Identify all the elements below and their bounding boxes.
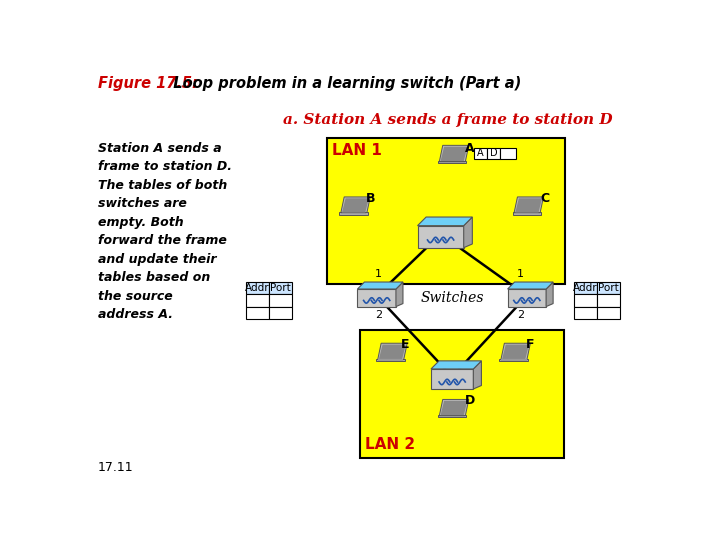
Polygon shape xyxy=(473,361,482,389)
Bar xyxy=(514,213,539,214)
Text: Addr: Addr xyxy=(573,283,598,293)
Bar xyxy=(597,294,620,307)
Bar xyxy=(246,282,269,294)
Text: F: F xyxy=(526,338,534,351)
Polygon shape xyxy=(500,343,531,360)
Bar xyxy=(327,138,565,284)
Bar xyxy=(501,360,526,361)
Bar xyxy=(246,294,269,307)
Polygon shape xyxy=(441,401,467,415)
Polygon shape xyxy=(431,369,473,389)
Text: 1: 1 xyxy=(517,269,524,279)
Text: 2: 2 xyxy=(374,309,382,320)
Text: Port: Port xyxy=(598,283,619,293)
Bar xyxy=(438,161,467,164)
Text: Port: Port xyxy=(270,283,291,293)
Polygon shape xyxy=(341,197,370,214)
Text: D: D xyxy=(490,148,498,158)
Text: D: D xyxy=(464,394,474,407)
Polygon shape xyxy=(516,198,542,213)
Bar xyxy=(500,148,516,159)
Polygon shape xyxy=(439,145,469,163)
Polygon shape xyxy=(439,400,469,416)
Bar xyxy=(438,415,467,417)
Text: C: C xyxy=(540,192,549,205)
Text: E: E xyxy=(401,338,410,351)
Bar xyxy=(269,282,292,294)
Bar xyxy=(597,307,620,319)
Polygon shape xyxy=(464,217,472,248)
Bar xyxy=(341,213,366,214)
Polygon shape xyxy=(396,282,403,307)
Bar xyxy=(513,212,541,215)
Polygon shape xyxy=(418,226,464,248)
Bar xyxy=(269,294,292,307)
Polygon shape xyxy=(546,282,553,307)
Bar xyxy=(378,360,403,361)
Polygon shape xyxy=(418,217,472,226)
Bar xyxy=(487,148,500,159)
Bar xyxy=(377,359,405,361)
Polygon shape xyxy=(431,361,482,369)
Bar xyxy=(360,330,564,457)
Text: Switches: Switches xyxy=(420,291,484,305)
Polygon shape xyxy=(357,282,403,289)
Text: A: A xyxy=(465,142,475,155)
Text: LAN 1: LAN 1 xyxy=(332,143,382,158)
Bar xyxy=(246,307,269,319)
Text: B: B xyxy=(366,192,375,205)
Text: 1: 1 xyxy=(374,269,382,279)
Text: a. Station A sends a frame to station D: a. Station A sends a frame to station D xyxy=(283,112,612,126)
Bar xyxy=(269,307,292,319)
Text: Loop problem in a learning switch (Part a): Loop problem in a learning switch (Part … xyxy=(163,76,522,91)
Text: Figure 17.5:: Figure 17.5: xyxy=(98,76,198,91)
Polygon shape xyxy=(377,343,408,360)
Text: Addr: Addr xyxy=(245,283,270,293)
Polygon shape xyxy=(357,289,396,307)
Bar xyxy=(439,161,465,163)
Bar xyxy=(574,282,597,294)
Bar xyxy=(574,307,597,319)
Polygon shape xyxy=(342,198,369,213)
Text: 17.11: 17.11 xyxy=(98,462,134,475)
Bar xyxy=(597,282,620,294)
Bar xyxy=(474,148,487,159)
Text: LAN 2: LAN 2 xyxy=(365,437,415,452)
Polygon shape xyxy=(514,197,544,214)
Polygon shape xyxy=(502,345,529,359)
Text: Station A sends a
frame to station D.
The tables of both
switches are
empty. Bot: Station A sends a frame to station D. Th… xyxy=(98,142,232,321)
Bar xyxy=(439,416,465,417)
Polygon shape xyxy=(441,147,467,161)
Polygon shape xyxy=(508,282,553,289)
Bar xyxy=(574,294,597,307)
Bar xyxy=(339,212,368,215)
Text: A: A xyxy=(477,148,484,158)
Bar xyxy=(500,359,528,361)
Polygon shape xyxy=(508,289,546,307)
Polygon shape xyxy=(379,345,406,359)
Text: 2: 2 xyxy=(517,309,524,320)
